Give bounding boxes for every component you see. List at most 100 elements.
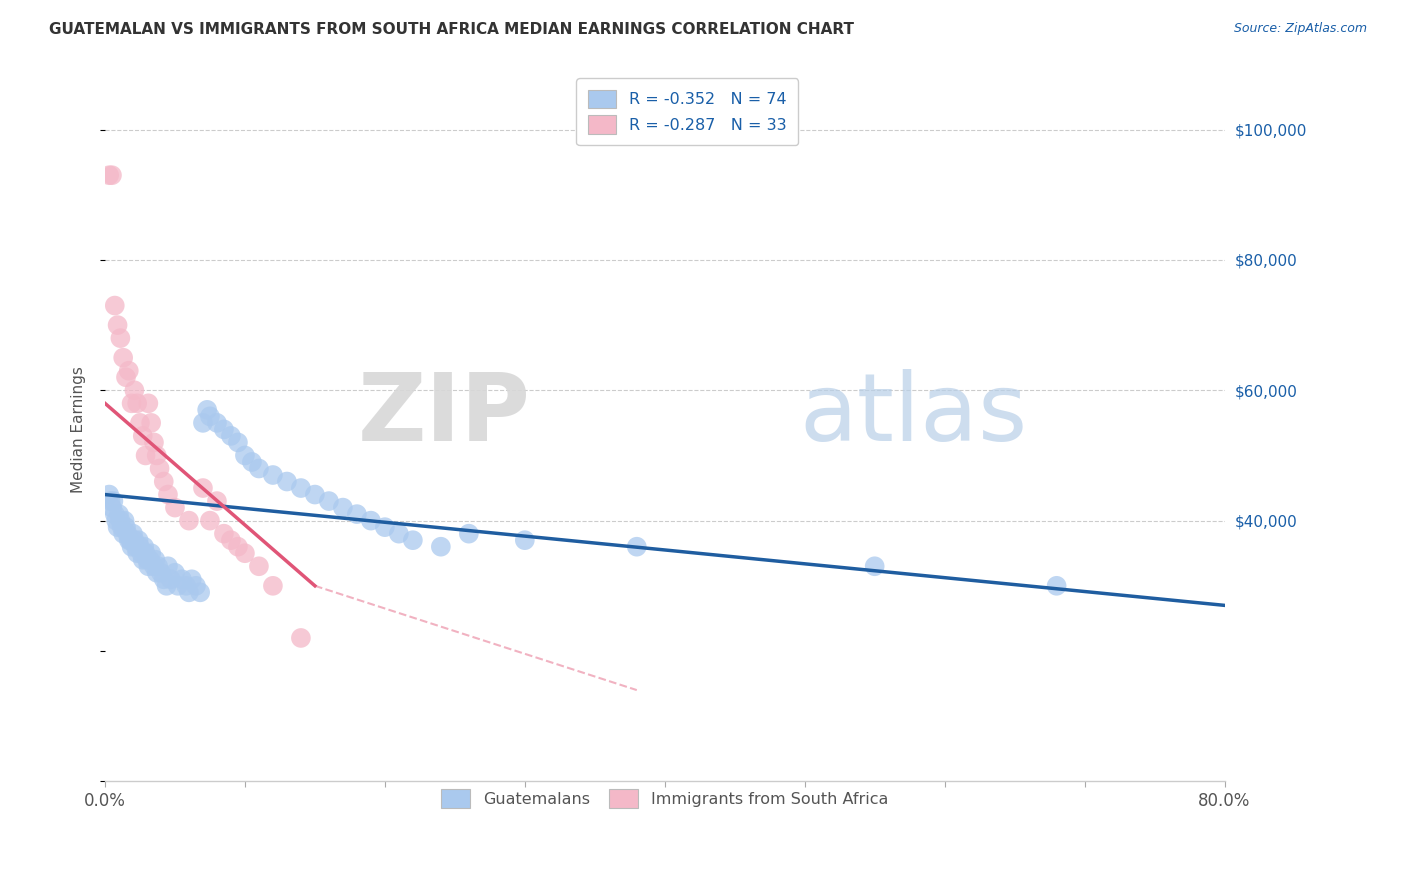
Point xyxy=(180,572,202,586)
Point xyxy=(128,533,150,548)
Point xyxy=(146,559,169,574)
Point xyxy=(191,416,214,430)
Point xyxy=(101,168,124,182)
Point xyxy=(131,546,153,560)
Point xyxy=(332,500,354,515)
Point xyxy=(108,507,131,521)
Point xyxy=(195,402,218,417)
Point xyxy=(198,514,221,528)
Point xyxy=(276,475,298,489)
Point xyxy=(156,559,179,574)
Point xyxy=(141,546,163,560)
Point xyxy=(240,455,263,469)
Point xyxy=(105,514,128,528)
Text: atlas: atlas xyxy=(799,369,1028,461)
Point xyxy=(135,546,157,560)
Point xyxy=(120,533,142,548)
Point xyxy=(191,481,214,495)
Point xyxy=(98,168,121,182)
Y-axis label: Median Earnings: Median Earnings xyxy=(72,366,86,492)
Point xyxy=(107,520,129,534)
Point xyxy=(184,579,207,593)
Point xyxy=(163,500,186,515)
Point xyxy=(146,449,169,463)
Point xyxy=(388,526,411,541)
Point xyxy=(138,559,160,574)
Point xyxy=(457,526,479,541)
Point xyxy=(205,494,228,508)
Point xyxy=(149,566,172,580)
Point xyxy=(205,416,228,430)
Point xyxy=(114,514,136,528)
Point xyxy=(166,579,188,593)
Point xyxy=(110,514,132,528)
Point xyxy=(134,540,156,554)
Point xyxy=(198,409,221,424)
Point xyxy=(155,579,177,593)
Point xyxy=(112,526,135,541)
Point xyxy=(132,429,155,443)
Point xyxy=(111,520,134,534)
Point xyxy=(212,526,235,541)
Point xyxy=(136,553,159,567)
Point xyxy=(148,461,170,475)
Point xyxy=(318,494,340,508)
Point xyxy=(124,384,146,398)
Legend: Guatemalans, Immigrants from South Africa: Guatemalans, Immigrants from South Afric… xyxy=(433,781,896,815)
Point xyxy=(125,540,148,554)
Point xyxy=(262,468,284,483)
Point xyxy=(100,494,122,508)
Point xyxy=(360,514,382,528)
Point xyxy=(124,533,146,548)
Point xyxy=(115,370,138,384)
Point xyxy=(177,514,200,528)
Text: GUATEMALAN VS IMMIGRANTS FROM SOUTH AFRICA MEDIAN EARNINGS CORRELATION CHART: GUATEMALAN VS IMMIGRANTS FROM SOUTH AFRI… xyxy=(49,22,855,37)
Point xyxy=(152,572,174,586)
Point xyxy=(103,494,125,508)
Point xyxy=(98,487,121,501)
Point xyxy=(104,507,127,521)
Point xyxy=(145,553,167,567)
Point xyxy=(163,566,186,580)
Point xyxy=(143,559,166,574)
Point xyxy=(174,579,197,593)
Point xyxy=(132,553,155,567)
Point xyxy=(219,533,242,548)
Point xyxy=(115,520,138,534)
Point xyxy=(101,500,124,515)
Point xyxy=(110,331,132,345)
Text: Source: ZipAtlas.com: Source: ZipAtlas.com xyxy=(1233,22,1367,36)
Point xyxy=(121,396,143,410)
Point xyxy=(121,540,143,554)
Point xyxy=(127,546,149,560)
Point xyxy=(122,526,145,541)
Point xyxy=(304,487,326,501)
Point xyxy=(1046,579,1069,593)
Point xyxy=(104,299,127,313)
Point xyxy=(212,422,235,436)
Point xyxy=(159,572,181,586)
Point xyxy=(143,435,166,450)
Point xyxy=(146,566,169,580)
Point xyxy=(177,585,200,599)
Point xyxy=(233,449,256,463)
Point xyxy=(117,526,139,541)
Point xyxy=(262,579,284,593)
Point xyxy=(107,318,129,332)
Point xyxy=(188,585,211,599)
Point xyxy=(513,533,536,548)
Point xyxy=(346,507,368,521)
Point xyxy=(226,435,249,450)
Point xyxy=(402,533,425,548)
Point xyxy=(139,553,162,567)
Point xyxy=(430,540,453,554)
Point xyxy=(226,540,249,554)
Point xyxy=(247,559,270,574)
Point xyxy=(129,416,152,430)
Point xyxy=(170,572,193,586)
Point xyxy=(152,475,174,489)
Text: ZIP: ZIP xyxy=(357,369,530,461)
Point xyxy=(219,429,242,443)
Point xyxy=(112,351,135,365)
Point xyxy=(141,416,163,430)
